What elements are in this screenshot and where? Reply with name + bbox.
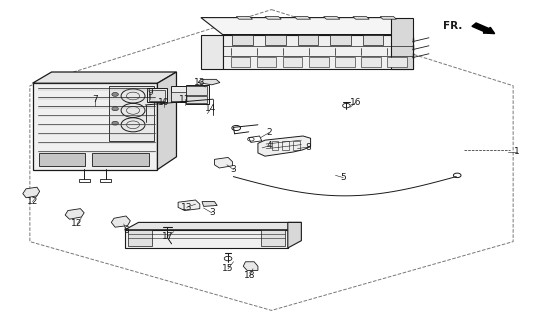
Bar xyxy=(283,57,302,67)
Bar xyxy=(186,96,207,103)
Text: 13: 13 xyxy=(193,78,205,87)
Polygon shape xyxy=(157,72,176,170)
Polygon shape xyxy=(201,18,413,35)
Bar xyxy=(171,86,193,102)
Bar xyxy=(109,86,154,141)
Polygon shape xyxy=(265,17,281,19)
Polygon shape xyxy=(380,17,396,19)
Polygon shape xyxy=(23,187,40,198)
Text: 4: 4 xyxy=(267,141,273,150)
Bar xyxy=(361,57,381,67)
Circle shape xyxy=(112,92,118,96)
Bar xyxy=(128,230,152,246)
Bar xyxy=(257,57,276,67)
Text: 9: 9 xyxy=(148,88,153,97)
Text: 5: 5 xyxy=(340,173,346,182)
Text: 13: 13 xyxy=(181,203,193,212)
Polygon shape xyxy=(236,17,252,19)
Polygon shape xyxy=(353,17,369,19)
Bar xyxy=(92,153,149,166)
Polygon shape xyxy=(391,18,413,69)
Polygon shape xyxy=(125,230,288,248)
Bar xyxy=(147,88,167,102)
Polygon shape xyxy=(65,209,84,219)
Text: 7: 7 xyxy=(92,95,98,104)
Text: FR.: FR. xyxy=(443,21,463,31)
Polygon shape xyxy=(294,17,311,19)
Text: 16: 16 xyxy=(350,98,362,107)
Text: 1: 1 xyxy=(514,148,520,156)
Bar xyxy=(149,90,165,101)
Polygon shape xyxy=(33,72,176,83)
Bar xyxy=(186,85,209,104)
Polygon shape xyxy=(324,17,340,19)
Polygon shape xyxy=(178,200,200,211)
Text: 10: 10 xyxy=(158,98,170,107)
Bar xyxy=(335,57,355,67)
Bar xyxy=(265,35,286,45)
Text: 14: 14 xyxy=(205,104,216,113)
Circle shape xyxy=(112,107,118,111)
Bar xyxy=(186,86,207,95)
Bar xyxy=(282,141,289,150)
FancyArrow shape xyxy=(472,23,495,34)
Polygon shape xyxy=(288,222,301,248)
Text: 11: 11 xyxy=(179,95,191,104)
Bar xyxy=(261,230,285,246)
Text: 3: 3 xyxy=(231,165,236,174)
Text: 15: 15 xyxy=(222,264,234,273)
Polygon shape xyxy=(243,262,258,270)
Bar xyxy=(293,141,300,150)
Polygon shape xyxy=(202,202,217,206)
Bar xyxy=(363,35,383,45)
Polygon shape xyxy=(125,222,301,230)
Polygon shape xyxy=(223,35,413,69)
Bar xyxy=(298,35,318,45)
Text: 12: 12 xyxy=(27,197,38,206)
Bar xyxy=(231,57,250,67)
Bar xyxy=(39,153,85,166)
Polygon shape xyxy=(198,79,220,85)
Polygon shape xyxy=(33,83,157,170)
Polygon shape xyxy=(201,35,223,69)
Bar xyxy=(330,35,351,45)
Text: 2: 2 xyxy=(266,128,272,137)
Text: 18: 18 xyxy=(244,271,256,280)
Polygon shape xyxy=(214,157,232,168)
Bar xyxy=(387,57,407,67)
Bar xyxy=(232,35,253,45)
Circle shape xyxy=(112,121,118,125)
Bar xyxy=(171,92,193,101)
Text: 3: 3 xyxy=(209,208,214,217)
Text: 6: 6 xyxy=(123,226,129,235)
Polygon shape xyxy=(111,216,130,227)
Text: 17: 17 xyxy=(161,232,173,241)
Text: 12: 12 xyxy=(72,220,83,228)
Bar xyxy=(272,141,278,150)
Text: 8: 8 xyxy=(305,143,311,152)
Bar xyxy=(309,57,329,67)
Polygon shape xyxy=(258,136,311,156)
